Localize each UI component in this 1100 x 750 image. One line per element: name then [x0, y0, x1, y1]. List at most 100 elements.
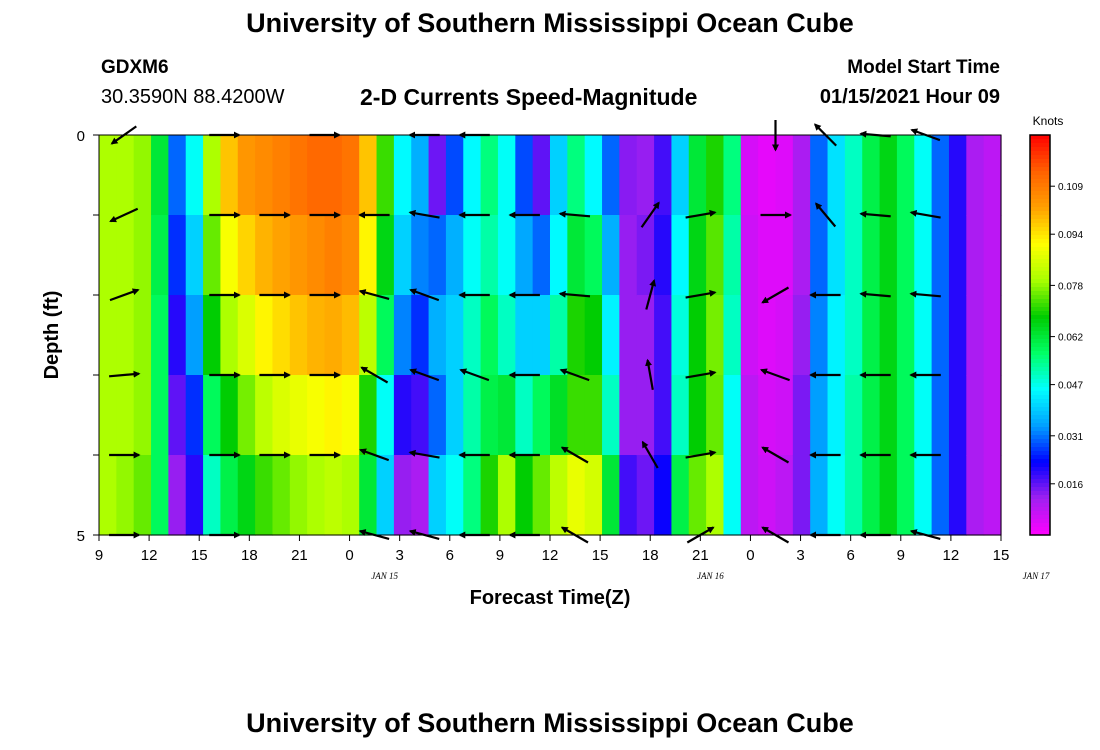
heatmap-cell: [723, 375, 742, 456]
heatmap-cell: [203, 215, 222, 296]
heatmap-cell: [914, 135, 933, 216]
heatmap-cell: [428, 455, 447, 536]
heatmap-cell: [914, 375, 933, 456]
colorbar-tick-label: 0.094: [1058, 230, 1083, 241]
heatmap-cell: [324, 215, 343, 296]
colorbar-segment: [1030, 375, 1050, 380]
speed-heatmap: [99, 135, 1002, 536]
heatmap-cell: [393, 135, 412, 216]
x-axis-label: Forecast Time(Z): [470, 587, 631, 609]
model-start-label: Model Start Time: [847, 57, 1000, 78]
current-vector: [815, 202, 837, 228]
heatmap-cell: [792, 455, 811, 536]
heatmap-cell: [602, 295, 620, 376]
currents-chart: 9 12 15 18 21 0 3 6 9 12 15 18 21 0 3 6 9 12 15 JAN 15 JAN 1…: [41, 114, 1083, 609]
heatmap-cell: [862, 375, 881, 456]
colorbar-segment: [1030, 363, 1050, 368]
colorbar-segment: [1030, 335, 1050, 340]
current-vector: [359, 448, 390, 462]
heatmap-cell: [862, 135, 881, 216]
heatmap-cell: [341, 375, 360, 456]
x-tick-label: 3: [796, 547, 804, 564]
colorbar-segment: [1030, 371, 1050, 376]
colorbar-segment: [1030, 479, 1050, 484]
heatmap-cell: [740, 375, 759, 456]
colorbar-segment: [1030, 235, 1050, 240]
colorbar-segment: [1030, 307, 1050, 312]
colorbar-segment: [1030, 255, 1050, 260]
colorbar-segment: [1030, 331, 1050, 336]
current-vector: [109, 207, 139, 223]
heatmap-cell: [966, 215, 985, 296]
heatmap-cell: [862, 215, 881, 296]
heatmap-cell: [515, 375, 534, 456]
colorbar-segment: [1030, 259, 1050, 264]
heatmap-cell: [931, 375, 950, 456]
heatmap-cell: [914, 215, 933, 296]
x-tick-label: 0: [746, 547, 754, 564]
x-tick-label: 18: [241, 547, 258, 564]
colorbar-segment: [1030, 183, 1050, 188]
heatmap-cell: [948, 375, 967, 456]
colorbar-segment: [1030, 167, 1050, 172]
heatmap-cell: [324, 135, 343, 216]
heatmap-cell: [463, 295, 482, 376]
heatmap-cell: [896, 135, 915, 216]
colorbar-segment: [1030, 403, 1050, 408]
colorbar-segment: [1030, 499, 1050, 504]
heatmap-cell: [307, 455, 326, 536]
heatmap-cell: [515, 295, 534, 376]
colorbar-segment: [1030, 135, 1050, 140]
heatmap-cell: [203, 295, 222, 376]
current-vector: [759, 368, 790, 382]
heatmap-cell: [567, 295, 586, 376]
heatmap-cell: [619, 455, 638, 536]
current-vector: [360, 366, 389, 384]
colorbar-segment: [1030, 515, 1050, 520]
heatmap-cell: [289, 215, 308, 296]
heatmap-cell: [602, 375, 620, 456]
heatmap-cell: [307, 215, 326, 296]
colorbar-segment: [1030, 451, 1050, 456]
colorbar-segment: [1030, 351, 1050, 356]
heatmap-cell: [879, 295, 898, 376]
heatmap-cell: [463, 135, 482, 216]
colorbar-segment: [1030, 283, 1050, 288]
heatmap-cell: [307, 135, 326, 216]
heatmap-cell: [619, 215, 638, 296]
colorbar-frame: [1029, 134, 1051, 536]
heatmap-cell: [879, 455, 898, 536]
current-vector: [640, 201, 660, 228]
colorbar-segment: [1030, 419, 1050, 424]
heatmap-cell: [879, 135, 898, 216]
heatmap-cell: [116, 375, 135, 456]
heatmap-cell: [966, 295, 985, 376]
colorbar-segment: [1030, 347, 1050, 352]
heatmap-cell: [983, 455, 1002, 536]
colorbar-segment: [1030, 463, 1050, 468]
x-tick-label: 3: [395, 547, 403, 564]
heatmap-cell: [411, 135, 430, 216]
x-tick-label: 12: [943, 547, 960, 564]
colorbar-tick-label: 0.109: [1058, 182, 1083, 193]
heatmap-cell: [272, 455, 291, 536]
x-tick-label: 15: [592, 547, 609, 564]
heatmap-cell: [185, 455, 204, 536]
heatmap-cell: [862, 295, 881, 376]
x-tick-label: 18: [642, 547, 659, 564]
heatmap-cell: [480, 135, 499, 216]
heatmap-cell: [289, 455, 308, 536]
current-vector: [558, 290, 591, 298]
heatmap-cell: [203, 135, 222, 216]
heatmap-cell: [220, 455, 239, 536]
heatmap-cell: [376, 455, 395, 536]
colorbar-segment: [1030, 455, 1050, 460]
heatmap-cell: [133, 295, 152, 376]
heatmap-cell: [445, 135, 464, 216]
x-tick-label: 15: [191, 547, 208, 564]
colorbar-segment: [1030, 147, 1050, 152]
colorbar-segment: [1030, 519, 1050, 524]
heatmap-cell: [550, 455, 568, 536]
current-vector: [685, 449, 717, 459]
heatmap-cell: [740, 215, 759, 296]
